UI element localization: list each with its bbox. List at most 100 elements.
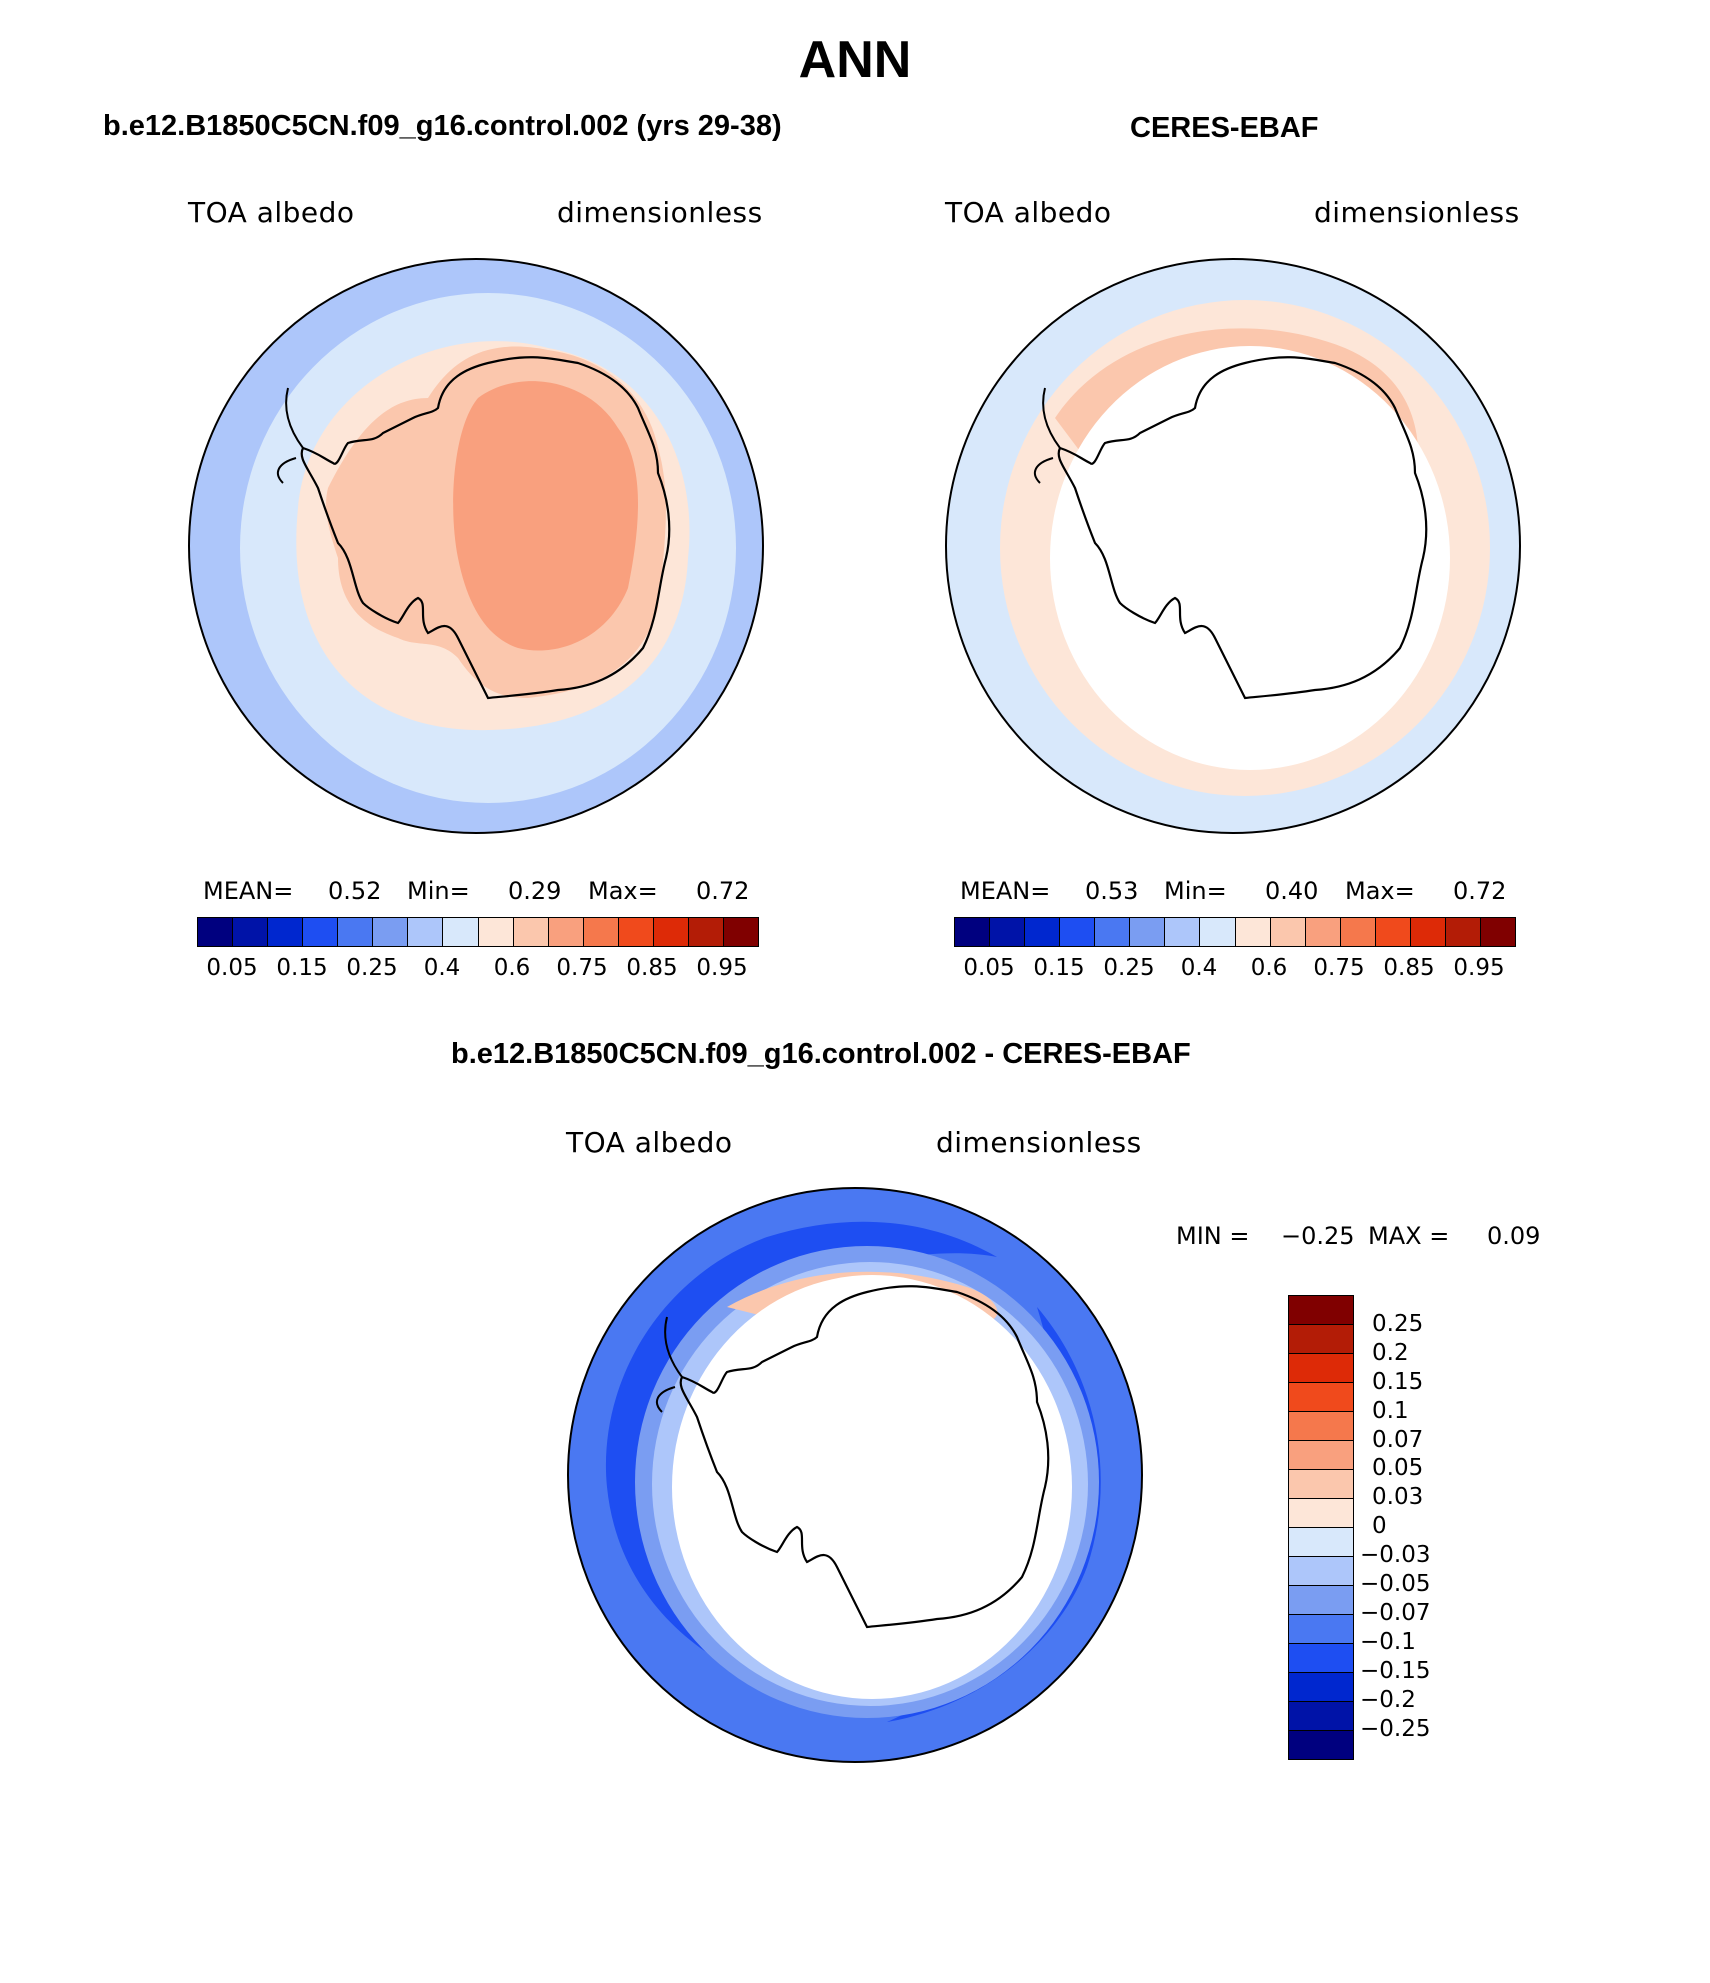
colorbar-swatch <box>1375 918 1411 946</box>
colorbar-tick-label: 0.4 <box>423 955 461 981</box>
colorbar-tick-label: 0.4 <box>1180 955 1218 981</box>
panel-model-mean-value: 0.52 <box>328 877 382 905</box>
colorbar-tick-label: 0.15 <box>1033 955 1085 981</box>
colorbar-tick-label: 0.85 <box>1383 955 1435 981</box>
colorbar-swatch <box>1130 918 1166 946</box>
panel-diff-left-label: TOA albedo <box>566 1126 733 1159</box>
colorbar-swatch <box>1289 1557 1353 1586</box>
colorbar-tick-label: 0.15 <box>276 955 328 981</box>
panel-obs-mean-value: 0.53 <box>1085 877 1139 905</box>
colorbar-swatch <box>653 918 689 946</box>
colorbar-swatch <box>1289 1470 1353 1499</box>
panel-model-colorbar <box>197 917 759 947</box>
panel-obs-mean-label: MEAN= <box>960 877 1051 905</box>
panel-model-min-value: 0.29 <box>508 877 562 905</box>
colorbar-tick-label: 0.25 <box>1372 1310 1424 1337</box>
panel-model-left-label: TOA albedo <box>188 196 355 229</box>
colorbar-tick-label: 0.75 <box>1313 955 1365 981</box>
colorbar-swatch <box>233 918 269 946</box>
coastline <box>300 356 671 700</box>
panel-model-title: b.e12.B1850C5CN.f09_g16.control.002 (yrs… <box>103 110 782 142</box>
colorbar-tick-label: 0.07 <box>1372 1426 1424 1453</box>
colorbar-swatch <box>1025 918 1061 946</box>
colorbar-swatch <box>1289 1731 1353 1759</box>
panel-diff-colorbar <box>1288 1295 1354 1760</box>
colorbar-swatch <box>1270 918 1306 946</box>
colorbar-tick-label: 0.15 <box>1372 1368 1424 1395</box>
panel-model-mean-label: MEAN= <box>203 877 294 905</box>
panel-obs-title: CERES-EBAF <box>1130 112 1319 144</box>
panel-model-min-label: Min= <box>407 877 470 905</box>
colorbar-swatch <box>1289 1354 1353 1383</box>
colorbar-swatch <box>1289 1296 1353 1325</box>
colorbar-tick-label: 0 <box>1372 1513 1387 1540</box>
colorbar-swatch <box>373 918 409 946</box>
panel-obs-map <box>945 258 1521 834</box>
colorbar-tick-label: 0.6 <box>1250 955 1288 981</box>
colorbar-swatch <box>1289 1412 1353 1441</box>
panel-obs-max-label: Max= <box>1345 877 1415 905</box>
map-diff-missing-center <box>672 1275 1072 1699</box>
panel-diff-min-value: −0.25 <box>1281 1222 1355 1250</box>
colorbar-swatch <box>513 918 549 946</box>
colorbar-swatch <box>1200 918 1236 946</box>
colorbar-swatch <box>1289 1702 1353 1731</box>
panel-diff-max-label: MAX = <box>1368 1222 1450 1250</box>
panel-diff-title: b.e12.B1850C5CN.f09_g16.control.002 - CE… <box>451 1038 1191 1070</box>
panel-obs-max-value: 0.72 <box>1453 877 1507 905</box>
colorbar-tick-label: 0.75 <box>556 955 608 981</box>
colorbar-swatch <box>548 918 584 946</box>
colorbar-swatch <box>1165 918 1201 946</box>
colorbar-tick-label: −0.2 <box>1360 1686 1416 1713</box>
colorbar-tick-label: 0.25 <box>346 955 398 981</box>
colorbar-swatch <box>338 918 374 946</box>
map-plateau-high <box>453 381 638 651</box>
colorbar-tick-label: 0.85 <box>626 955 678 981</box>
panel-model-right-label: dimensionless <box>557 196 763 229</box>
panel-diff-colorbar-ticks: 0.25 0.2 0.15 0.1 0.07 0.05 0.03 0 −0.03 −0.05 −0.… <box>1360 1295 1492 1755</box>
panel-obs-left-label: TOA albedo <box>945 196 1112 229</box>
panel-diff-max-value: 0.09 <box>1487 1222 1541 1250</box>
panel-obs-min-label: Min= <box>1164 877 1227 905</box>
colorbar-swatch <box>1340 918 1376 946</box>
colorbar-swatch <box>443 918 479 946</box>
colorbar-tick-label: 0.95 <box>696 955 748 981</box>
colorbar-tick-label: 0.05 <box>206 955 258 981</box>
colorbar-swatch <box>618 918 654 946</box>
panel-obs-colorbar <box>954 917 1516 947</box>
colorbar-swatch <box>1289 1383 1353 1412</box>
colorbar-swatch <box>198 918 234 946</box>
colorbar-tick-label: 0.25 <box>1103 955 1155 981</box>
panel-obs-colorbar-ticks: 0.05 0.15 0.25 0.4 0.6 0.75 0.85 0.95 <box>954 955 1514 985</box>
colorbar-swatch <box>1289 1586 1353 1615</box>
panel-diff-min-label: MIN = <box>1176 1222 1250 1250</box>
colorbar-swatch <box>1289 1644 1353 1673</box>
panel-obs-right-label: dimensionless <box>1314 196 1520 229</box>
panel-model-colorbar-ticks: 0.05 0.15 0.25 0.4 0.6 0.75 0.85 0.95 <box>197 955 757 985</box>
colorbar-swatch <box>408 918 444 946</box>
panel-model-max-label: Max= <box>588 877 658 905</box>
panel-diff-right-label: dimensionless <box>936 1126 1142 1159</box>
colorbar-tick-label: −0.15 <box>1360 1657 1431 1684</box>
colorbar-tick-label: −0.07 <box>1360 1599 1431 1626</box>
colorbar-swatch <box>583 918 619 946</box>
colorbar-tick-label: 0.05 <box>1372 1455 1424 1482</box>
colorbar-tick-label: 0.6 <box>493 955 531 981</box>
colorbar-tick-label: 0.2 <box>1372 1339 1409 1366</box>
panel-model-max-value: 0.72 <box>696 877 750 905</box>
colorbar-tick-label: 0.1 <box>1372 1397 1409 1424</box>
colorbar-swatch <box>303 918 339 946</box>
colorbar-swatch <box>688 918 724 946</box>
colorbar-tick-label: −0.03 <box>1360 1542 1431 1569</box>
colorbar-swatch <box>1445 918 1481 946</box>
colorbar-swatch <box>478 918 514 946</box>
colorbar-swatch <box>1289 1325 1353 1354</box>
colorbar-swatch <box>723 918 758 946</box>
panel-diff-map <box>567 1187 1143 1763</box>
colorbar-swatch <box>1060 918 1096 946</box>
colorbar-tick-label: 0.05 <box>963 955 1015 981</box>
colorbar-swatch <box>1289 1499 1353 1528</box>
colorbar-swatch <box>1095 918 1131 946</box>
colorbar-swatch <box>1480 918 1515 946</box>
panel-obs-min-value: 0.40 <box>1265 877 1319 905</box>
